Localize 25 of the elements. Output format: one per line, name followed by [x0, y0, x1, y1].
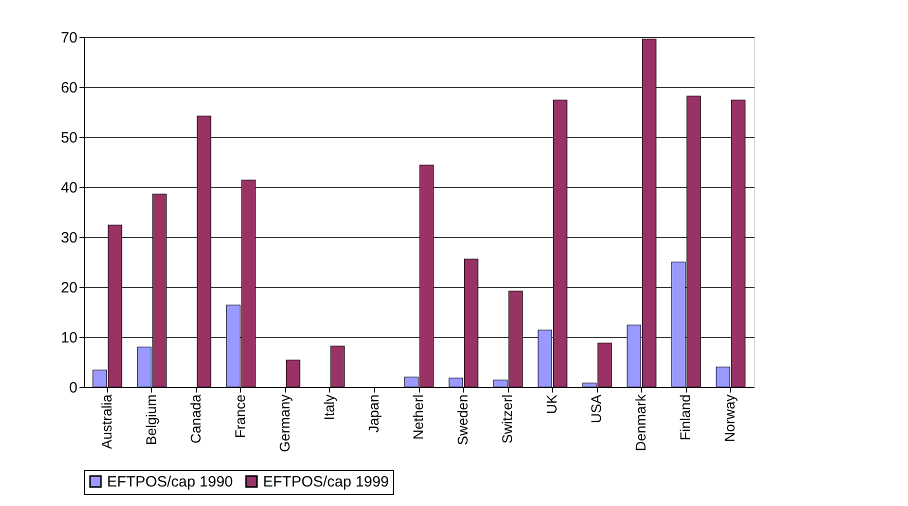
x-tick-label: Australia	[98, 394, 114, 449]
x-tick-label: France	[232, 394, 248, 438]
x-tick-label: Canada	[187, 394, 204, 444]
x-tick-label: Germany	[276, 394, 292, 452]
y-tick-label: 0	[69, 380, 78, 396]
y-tick-label: 50	[60, 130, 78, 146]
y-tick-label: 20	[60, 280, 78, 296]
x-tick-label: UK	[544, 394, 560, 414]
y-tick-label: 10	[60, 330, 78, 346]
x-tick-label: Finland	[677, 394, 694, 440]
y-tick-label: 70	[60, 30, 78, 46]
x-tick-label: Norway	[722, 394, 738, 442]
y-tick-label: 60	[60, 80, 78, 96]
y-tick-label: 40	[60, 180, 78, 196]
x-tick-label: Denmark	[632, 394, 649, 452]
x-tick-label: Switzerl	[499, 394, 516, 444]
legend-label: EFTPOS/cap 1999	[263, 474, 389, 491]
x-tick-label: Italy	[320, 394, 337, 420]
y-tick-label: 30	[60, 230, 78, 246]
x-tick-label: Japan	[365, 394, 382, 433]
legend-label: EFTPOS/cap 1990	[107, 474, 233, 491]
x-tick-label: Sweden	[454, 394, 471, 446]
x-tick-label: Netherl	[410, 394, 426, 440]
x-tick-label: Belgium	[142, 394, 159, 446]
x-tick-label: USA	[588, 394, 604, 424]
